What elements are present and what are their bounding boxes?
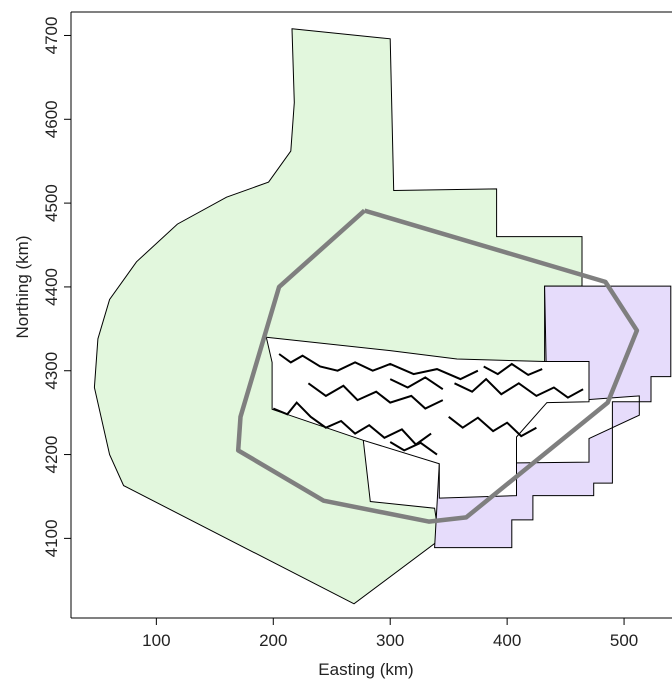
y-tick-label: 4600	[42, 100, 61, 138]
coastline-detail	[272, 353, 584, 456]
x-tick-label: 200	[259, 631, 287, 650]
y-axis-title: Northing (km)	[13, 236, 32, 339]
x-tick-label: 500	[610, 631, 638, 650]
x-tick-label: 300	[376, 631, 404, 650]
inner-land-area	[265, 336, 590, 499]
survey-boundary-line	[235, 208, 640, 524]
plot-area	[93, 28, 672, 605]
x-tick-label: 400	[493, 631, 521, 650]
x-axis-title: Easting (km)	[318, 660, 413, 679]
x-tick-label: 100	[142, 631, 170, 650]
y-tick-label: 4300	[42, 352, 61, 390]
y-tick-label: 4400	[42, 268, 61, 306]
y-tick-label: 4100	[42, 519, 61, 557]
axes: 100 200 300 400 500 4100 4200 4300 4400 4500 4600 4…	[42, 11, 672, 650]
y-tick-label: 4200	[42, 436, 61, 474]
y-tick-label: 4700	[42, 17, 61, 55]
y-tick-label: 4500	[42, 184, 61, 222]
